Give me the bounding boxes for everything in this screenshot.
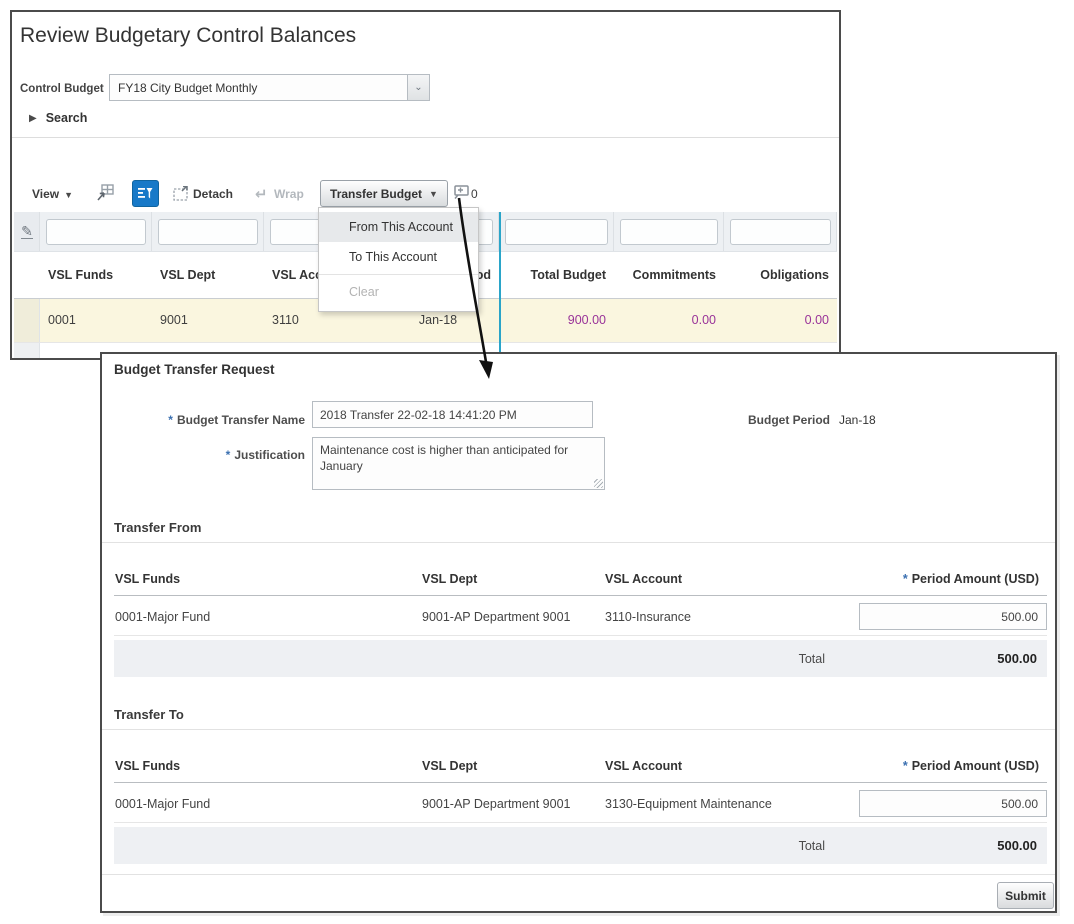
column-header-vsl-funds[interactable]: VSL Funds [48, 268, 114, 282]
detach-icon [173, 185, 189, 204]
chevron-down-icon: ▼ [429, 188, 438, 199]
table-toolbar: View ▼ Detach [12, 178, 839, 210]
filter-input-vsl-funds[interactable] [46, 219, 146, 245]
control-budget-value: FY18 City Budget Monthly [118, 80, 258, 95]
budget-transfer-name-input[interactable] [312, 401, 593, 428]
cell-vsl-dept: 9001-AP Department 9001 [422, 610, 571, 624]
cell-obligations-link[interactable]: 0.00 [804, 313, 829, 327]
pencil-icon: ✎ [21, 222, 33, 239]
transfer-from-table: VSL Funds VSL Dept VSL Account * Period A… [114, 560, 1047, 677]
disclosure-triangle-icon: ▶ [29, 112, 37, 124]
column-header-period-amount: * Period Amount (USD) [902, 759, 1039, 773]
column-header-vsl-account: VSL Account [605, 759, 683, 773]
pending-transfers-count: 0 [471, 187, 478, 201]
control-budget-label: Control Budget [20, 83, 104, 95]
total-value: 500.00 [997, 838, 1037, 853]
cell-vsl-dept: 9001 [160, 313, 188, 327]
justification-label: * Justification [225, 448, 305, 462]
column-header-total-budget[interactable]: Total Budget [530, 268, 606, 282]
review-budgetary-control-balances-window: Review Budgetary Control Balances Contro… [10, 10, 841, 360]
control-budget-dropdown-button[interactable]: ⌄ [407, 75, 429, 100]
transfer-to-row: 0001-Major Fund 9001-AP Department 9001 … [114, 783, 1047, 823]
cell-vsl-dept: 9001-AP Department 9001 [422, 797, 571, 811]
filter-input-total-budget[interactable] [505, 219, 608, 245]
required-asterisk: * [225, 448, 231, 462]
footer-divider [102, 874, 1055, 875]
chevron-down-icon: ▼ [64, 190, 74, 200]
budget-transfer-request-dialog: Budget Transfer Request * Budget Transfer… [100, 352, 1057, 913]
required-asterisk: * [168, 413, 173, 427]
menu-item-clear: Clear [349, 285, 379, 299]
transfer-from-total-row: Total 500.00 [114, 640, 1047, 677]
column-header-obligations[interactable]: Obligations [760, 268, 829, 282]
total-label: Total [798, 839, 825, 853]
section-divider [12, 137, 839, 138]
section-divider [102, 542, 1055, 543]
required-asterisk: * [902, 572, 908, 586]
column-header-vsl-funds: VSL Funds [115, 759, 181, 773]
frozen-column-divider[interactable] [499, 212, 501, 358]
cell-vsl-account: 3130-Equipment Maintenance [605, 797, 772, 811]
filter-input-vsl-dept[interactable] [158, 219, 258, 245]
transfer-budget-button[interactable]: Transfer Budget ▼ [320, 180, 448, 207]
cell-vsl-account: 3110-Insurance [605, 610, 691, 624]
cell-commitments-link[interactable]: 0.00 [691, 313, 716, 327]
menu-item-to-this-account[interactable]: To This Account [349, 250, 438, 264]
chevron-down-icon: ⌄ [414, 82, 423, 93]
transfer-from-row: 0001-Major Fund 9001-AP Department 9001 … [114, 596, 1047, 636]
transfer-budget-menu: From This Account To This Account Clear [318, 207, 479, 312]
budget-transfer-name-label: * Budget Transfer Name [168, 413, 305, 427]
cell-vsl-funds: 0001 [40, 343, 152, 358]
cell-vsl-funds: 0001-Major Fund [115, 797, 211, 811]
wrap-button: Wrap [274, 187, 304, 201]
total-label: Total [798, 652, 825, 666]
view-menu-button[interactable]: View ▼ [32, 187, 74, 201]
budget-period-label: Budget Period [748, 413, 831, 427]
dialog-title: Budget Transfer Request [114, 362, 275, 377]
cell-vsl-account: 3110 [272, 313, 299, 327]
column-header-period-amount: * Period Amount (USD) [902, 572, 1039, 586]
column-header-commitments[interactable]: Commitments [632, 268, 716, 282]
search-section-toggle[interactable]: ▶ Search [29, 111, 87, 125]
page-title: Review Budgetary Control Balances [20, 24, 357, 47]
pending-transfers-icon[interactable] [453, 185, 470, 202]
filter-input-obligations[interactable] [730, 219, 831, 245]
wrap-icon: ↵ [255, 186, 268, 203]
resize-grip[interactable] [594, 479, 603, 488]
cell-total-budget-link[interactable]: 900.00 [567, 313, 606, 327]
transfer-to-table: VSL Funds VSL Dept VSL Account * Period A… [114, 747, 1047, 864]
control-budget-select[interactable]: FY18 City Budget Monthly ⌄ [109, 74, 430, 101]
column-header-vsl-funds: VSL Funds [115, 572, 181, 586]
menu-separator [319, 274, 478, 275]
detach-button[interactable]: Detach [193, 187, 234, 201]
cell-budget-period: Jan-18 [418, 313, 458, 327]
transfer-to-title: Transfer To [114, 707, 184, 722]
transfer-from-title: Transfer From [114, 520, 202, 535]
transfer-from-amount-input[interactable] [859, 603, 1047, 630]
filter-input-commitments[interactable] [620, 219, 718, 245]
column-header-vsl-dept[interactable]: VSL Dept [160, 268, 216, 282]
search-section-label: Search [45, 111, 88, 125]
column-header-vsl-dept: VSL Dept [422, 572, 478, 586]
column-header-vsl-dept: VSL Dept [422, 759, 478, 773]
freeze-icon[interactable] [96, 184, 114, 204]
required-asterisk: * [902, 759, 908, 773]
submit-button[interactable]: Submit [997, 882, 1054, 909]
cell-vsl-funds: 0001-Major Fund [115, 610, 211, 624]
query-by-example-button[interactable] [132, 180, 159, 207]
column-header-vsl-account: VSL Account [605, 572, 683, 586]
edit-indicator-cell: ✎ [14, 212, 40, 251]
section-divider [102, 729, 1055, 730]
budget-period-value: Jan-18 [839, 413, 876, 427]
justification-textarea[interactable]: Maintenance cost is higher than anticipa… [312, 437, 605, 490]
cell-vsl-funds: 0001 [48, 313, 76, 327]
transfer-to-header-row: VSL Funds VSL Dept VSL Account * Period A… [114, 747, 1047, 783]
total-value: 500.00 [997, 651, 1037, 666]
menu-item-from-this-account[interactable]: From This Account [319, 212, 478, 242]
filter-icon [138, 188, 153, 199]
transfer-to-total-row: Total 500.00 [114, 827, 1047, 864]
transfer-to-amount-input[interactable] [859, 790, 1047, 817]
transfer-from-header-row: VSL Funds VSL Dept VSL Account * Period A… [114, 560, 1047, 596]
